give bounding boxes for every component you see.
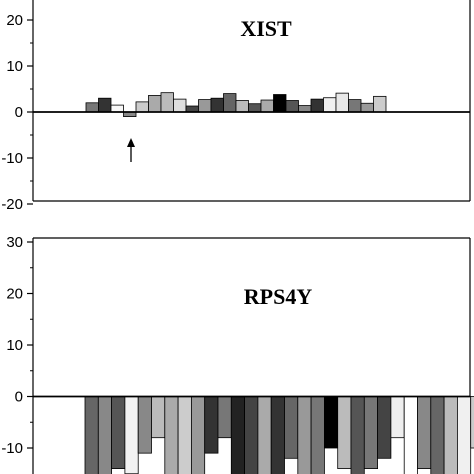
rps4y-tick-label: 10	[6, 337, 23, 354]
xist-bar	[198, 99, 212, 113]
xist-bar	[210, 97, 224, 113]
xist-bar	[273, 94, 287, 113]
rps4y-bar	[390, 396, 405, 439]
xist-bar	[310, 98, 324, 113]
rps4y-bar	[244, 396, 259, 474]
rps4y-bar	[323, 396, 339, 449]
xist-bar	[173, 98, 187, 113]
rps4y-bar	[151, 396, 166, 439]
xist-bar	[285, 100, 299, 113]
rps4y-bar	[350, 396, 365, 474]
xist-bar	[335, 92, 349, 113]
rps4y-tick-label: 0	[15, 389, 23, 406]
rps4y-bar	[217, 396, 232, 439]
panel-xist: XIST 20 10 0 -10 -20	[1, 0, 471, 213]
xist-title: XIST	[240, 16, 292, 41]
rps4y-bar	[124, 396, 139, 474]
xist-bar	[235, 100, 249, 113]
xist-tick-label: -20	[1, 196, 23, 213]
rps4y-bar	[190, 396, 206, 474]
rps4y-bar	[204, 396, 219, 454]
xist-tick-label: 0	[15, 104, 23, 121]
rps4y-bar	[84, 396, 99, 474]
rps4y-bar	[337, 396, 352, 469]
rps4y-bar	[111, 396, 126, 469]
xist-tick-label: 20	[6, 12, 23, 29]
rps4y-bar	[430, 396, 445, 474]
panel-rps4y: RPS4Y 30 20 10 0 -10	[1, 234, 474, 474]
rps4y-bar	[417, 396, 432, 469]
xist-bar	[248, 103, 262, 113]
xist-bar	[373, 95, 387, 113]
xist-bar	[160, 92, 174, 113]
xist-bar	[223, 93, 237, 113]
rps4y-bar	[443, 396, 458, 474]
rps4y-bar	[363, 396, 378, 469]
xist-bar	[98, 97, 112, 113]
xist-bar	[135, 101, 149, 113]
xist-bar	[348, 99, 362, 113]
rps4y-bar	[403, 396, 418, 474]
rps4y-tick-label: 30	[6, 234, 23, 251]
arrow-head	[127, 138, 135, 147]
xist-tick-label: -10	[1, 150, 23, 167]
xist-bar	[298, 105, 312, 113]
rps4y-bar	[284, 396, 299, 459]
rps4y-bar	[257, 396, 272, 474]
rps4y-tick-label: -10	[1, 440, 23, 457]
rps4y-bar	[164, 396, 179, 474]
xist-bar	[360, 102, 374, 113]
xist-bar	[110, 104, 124, 113]
xist-tick-label: 10	[6, 58, 23, 75]
xist-bar	[148, 95, 162, 113]
xist-bar	[85, 102, 99, 113]
rps4y-bar	[297, 396, 312, 474]
xist-bar	[260, 99, 274, 113]
rps4y-bar	[377, 396, 392, 459]
rps4y-bar	[310, 396, 325, 474]
rps4y-title: RPS4Y	[244, 284, 313, 309]
arrow-annotation	[127, 138, 135, 162]
rps4y-bar	[270, 396, 285, 474]
rps4y-bar	[456, 396, 472, 474]
rps4y-bar	[230, 396, 246, 474]
rps4y-bar	[470, 396, 474, 449]
rps4y-tick-label: 20	[6, 286, 23, 303]
rps4y-bar	[177, 396, 192, 474]
rps4y-bar	[97, 396, 113, 474]
xist-bar	[323, 97, 337, 113]
rps4y-bar	[137, 396, 152, 454]
